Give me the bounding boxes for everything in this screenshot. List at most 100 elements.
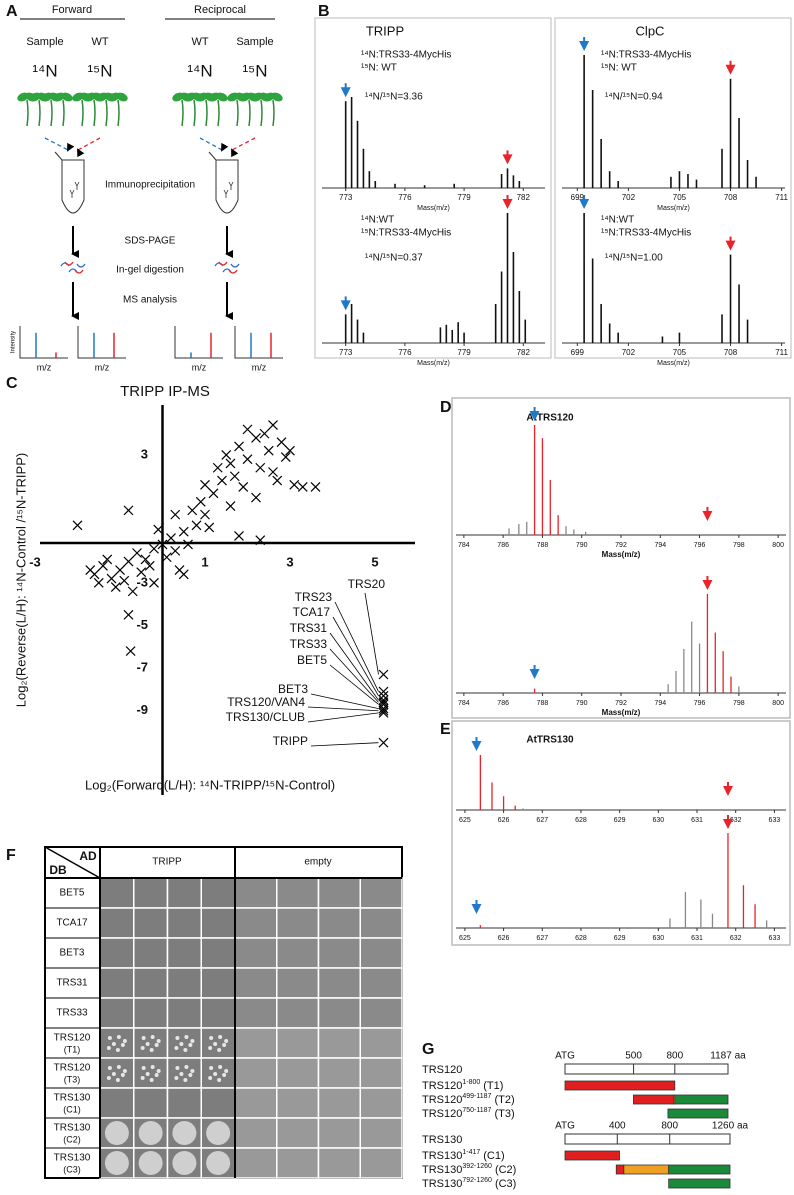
spot-cell <box>317 1117 361 1149</box>
x-tick-label: 782 <box>517 193 531 202</box>
point-label: TRS31 <box>290 621 328 635</box>
colony <box>150 1035 155 1039</box>
spot-cell <box>359 967 403 999</box>
x-tick-label: 779 <box>457 348 471 357</box>
spot-cell <box>276 997 320 1029</box>
spot-cell <box>166 1087 202 1119</box>
point <box>149 543 159 554</box>
construct-label: TRS120750-1187 (T3) <box>422 1107 515 1120</box>
x-tick-label: 798 <box>733 700 745 707</box>
spot-cell <box>166 937 202 969</box>
step-label: MS analysis <box>123 295 177 306</box>
spot-cell <box>234 1057 278 1089</box>
leader-line <box>310 693 379 709</box>
spot-cell <box>234 967 278 999</box>
point <box>195 496 206 507</box>
flow-arrow <box>44 137 75 152</box>
isotope: ¹⁴N <box>32 61 57 80</box>
x-tick-label: 1 <box>201 554 208 569</box>
construct-label: TRS130792-1260 (C3) <box>422 1177 516 1190</box>
plant-stem <box>272 99 275 127</box>
scale-label: 800 <box>666 1051 683 1062</box>
point <box>251 432 261 443</box>
colony <box>224 1069 229 1073</box>
panel-label: A <box>6 3 18 20</box>
point <box>268 420 278 431</box>
axis-label: m/z <box>95 362 110 372</box>
x-tick-label: 627 <box>536 817 548 824</box>
spot-cell <box>276 1057 320 1089</box>
x-tick-label: 630 <box>652 935 664 942</box>
spectrum-box <box>314 17 552 359</box>
x-tick-label: 782 <box>517 348 531 357</box>
spot-cell <box>99 937 135 969</box>
point <box>263 445 274 456</box>
x-tick-label: 699 <box>571 193 585 202</box>
spectrum-note: ¹⁵N:TRS33-4MycHis <box>601 228 691 239</box>
x-tick-label: 633 <box>769 935 781 942</box>
point-label: TRIPP <box>273 734 308 748</box>
axis-label: m/z <box>192 362 207 372</box>
construct-id: (T1) <box>483 1080 503 1092</box>
row-label: BET5 <box>59 888 84 899</box>
x-tick-label: 786 <box>497 700 509 707</box>
spectrum-note: ¹⁴N:TRS33-4MycHis <box>601 50 691 61</box>
row-label: (C1) <box>63 1104 81 1114</box>
colony <box>188 1073 193 1077</box>
point <box>217 475 227 486</box>
construct-name: TRS120 <box>422 1080 462 1092</box>
x-tick-label: 773 <box>339 193 353 202</box>
colony <box>179 1042 184 1046</box>
x-tick-label: 705 <box>673 348 687 357</box>
point-label: TRS130/CLUB <box>226 710 305 724</box>
plant-stem <box>105 99 108 127</box>
mini-axis <box>174 326 223 359</box>
spot-cell <box>317 997 361 1029</box>
spot-cell <box>99 1087 135 1119</box>
colony <box>224 1039 229 1043</box>
point <box>378 686 389 697</box>
x-tick-label: 631 <box>691 817 703 824</box>
colony <box>183 1048 188 1052</box>
x-tick-label: 711 <box>775 348 788 357</box>
spot-cell <box>99 997 135 1029</box>
construct-name: TRS130 <box>422 1150 462 1162</box>
colony <box>156 1039 161 1043</box>
point <box>170 509 181 520</box>
spot-cell <box>133 937 169 969</box>
spot-cell <box>234 1087 278 1119</box>
y-tick-label: -7 <box>136 660 148 675</box>
x-tick-label: 800 <box>772 542 784 549</box>
construct-id: (T3) <box>494 1108 514 1120</box>
point <box>123 556 134 567</box>
scale-label: 1187 aa <box>710 1051 746 1062</box>
point <box>183 539 193 550</box>
colony <box>154 1043 159 1047</box>
spot-cell <box>359 937 403 969</box>
point-label: TRS33 <box>290 637 328 651</box>
spot-cell <box>359 1027 403 1059</box>
point <box>238 481 249 492</box>
colony <box>107 1036 112 1040</box>
point <box>289 479 300 490</box>
spot-cell <box>317 1087 361 1119</box>
construct-id: (C2) <box>495 1164 516 1176</box>
x-tick-label: 779 <box>457 193 471 202</box>
leader-line <box>332 616 379 697</box>
colony <box>218 1065 223 1069</box>
colony <box>179 1072 184 1076</box>
spot-cell <box>166 877 202 909</box>
peptides <box>214 262 240 273</box>
point <box>187 505 198 516</box>
colony <box>222 1073 227 1077</box>
plant-leaf <box>271 92 283 102</box>
point <box>378 669 389 680</box>
row-label: TCA17 <box>56 918 88 929</box>
spectrum-note: ¹⁴N:WT <box>601 215 634 226</box>
construct-range: 750-1187 <box>462 1107 491 1114</box>
construct-segment <box>623 1164 670 1175</box>
spot-cell <box>200 1027 236 1059</box>
point <box>234 441 244 452</box>
